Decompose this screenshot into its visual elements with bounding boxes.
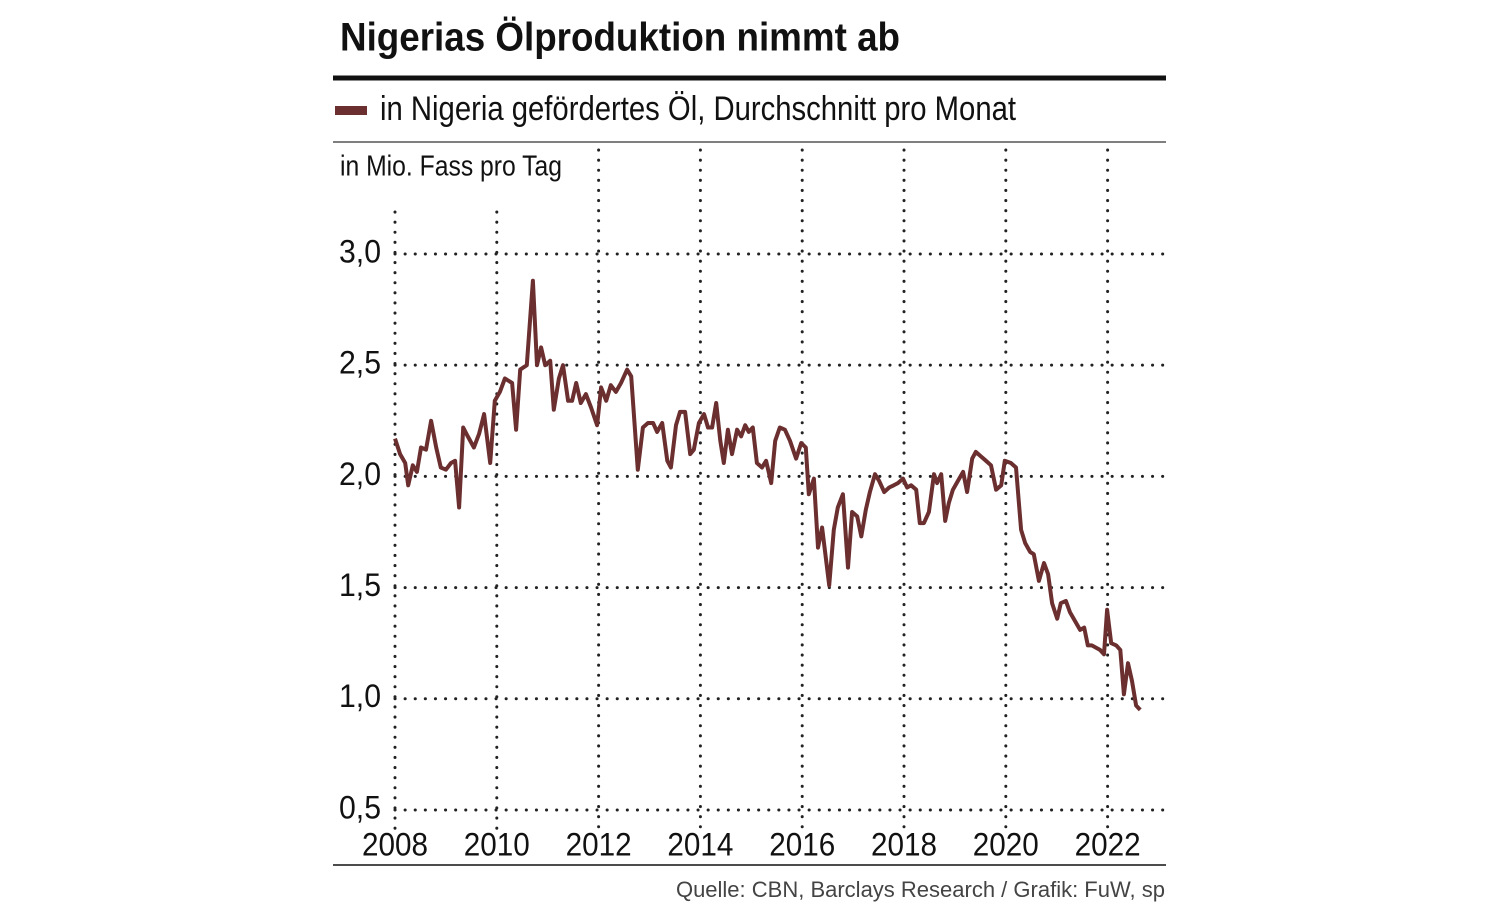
chart-title: Nigerias Ölproduktion nimmt ab bbox=[340, 15, 900, 60]
x-tick-label: 2022 bbox=[1075, 826, 1141, 862]
x-tick-label: 2020 bbox=[973, 826, 1039, 862]
source: Quelle: CBN, Barclays Research / Grafik:… bbox=[676, 877, 1165, 902]
x-tick-label: 2012 bbox=[566, 826, 632, 862]
y-tick-label: 1,5 bbox=[339, 567, 381, 603]
x-tick-label: 2018 bbox=[871, 826, 937, 862]
y-tick-label: 0,5 bbox=[339, 789, 381, 825]
y-tick-label: 3,0 bbox=[339, 233, 381, 269]
y-tick-label: 2,5 bbox=[339, 345, 381, 381]
x-tick-label: 2016 bbox=[769, 826, 835, 862]
y-axis-label: in Mio. Fass pro Tag bbox=[340, 151, 562, 183]
y-tick-label: 2,0 bbox=[339, 456, 381, 492]
x-tick-label: 2010 bbox=[464, 826, 530, 862]
data-line bbox=[393, 278, 1142, 712]
legend-label: in Nigeria gefördertes Öl, Durchschnitt … bbox=[380, 90, 1016, 128]
legend-swatch bbox=[335, 106, 367, 115]
y-tick-label: 1,0 bbox=[339, 678, 381, 714]
x-tick-label: 2014 bbox=[667, 826, 733, 862]
x-tick-label: 2008 bbox=[362, 826, 428, 862]
